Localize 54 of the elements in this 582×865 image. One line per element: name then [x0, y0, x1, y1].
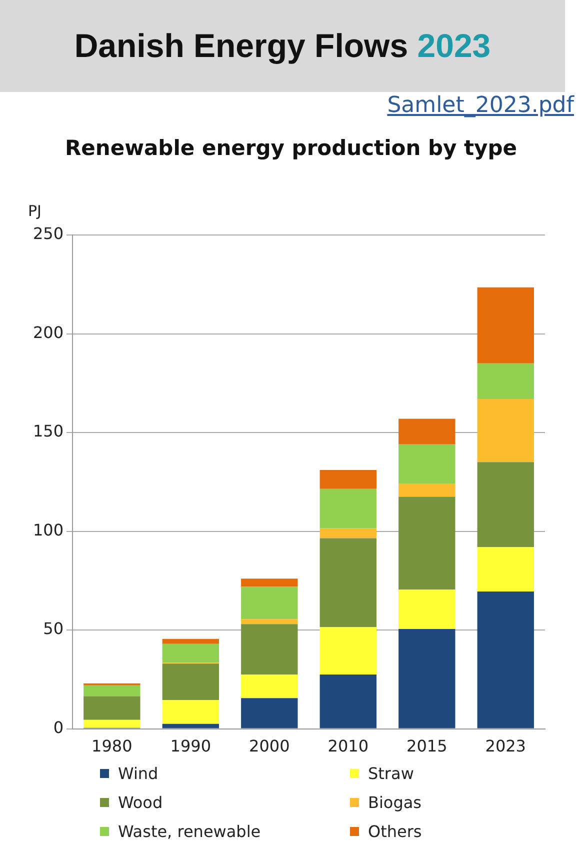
legend-label: Biogas [368, 793, 422, 812]
x-tick-label: 2000 [249, 736, 290, 756]
bar [477, 592, 534, 728]
x-tick-label: 2010 [328, 736, 368, 756]
bar [398, 418, 456, 444]
bar [477, 287, 534, 364]
bar [241, 624, 298, 674]
legend-label: Wood [118, 793, 163, 812]
bar [320, 488, 376, 528]
chart-subtitle: Renewable energy production by type [64, 136, 518, 160]
y-tick-label: 150 [32, 422, 64, 441]
bar [241, 578, 298, 587]
bar [241, 619, 298, 624]
y-tick-label: 250 [32, 224, 64, 244]
bar [320, 470, 376, 489]
bar [477, 547, 534, 592]
bar [320, 538, 376, 628]
y-axis-title: PJ [28, 202, 42, 220]
x-tick-label: 2015 [406, 736, 448, 756]
bar [241, 586, 298, 620]
text: Samlet_2023.pdf [387, 93, 574, 118]
legend-label: Wind [118, 764, 158, 783]
bar [241, 698, 298, 728]
bar [398, 484, 456, 497]
chart-title: Danish Energy Flows 2023 [0, 0, 565, 92]
bar [162, 638, 219, 644]
legend-label: Waste, renewable [118, 822, 261, 841]
bar [398, 629, 456, 728]
x-tick-label: 1980 [92, 736, 132, 756]
bar [162, 724, 219, 728]
bar [84, 720, 140, 728]
x-tick-label: 2023 [485, 736, 526, 756]
bar [398, 496, 456, 590]
legend-label: Others [368, 822, 422, 841]
legend-label: Straw [368, 764, 414, 783]
y-tick-label: 100 [32, 520, 64, 540]
bar [477, 363, 534, 399]
bar [241, 674, 298, 698]
bar [477, 462, 534, 548]
bar [162, 644, 219, 663]
bar [320, 674, 376, 728]
bar [398, 444, 456, 484]
bar [162, 664, 219, 700]
bar [84, 696, 140, 720]
y-tick-label: 200 [32, 322, 64, 342]
bar [398, 590, 456, 630]
bar [477, 398, 534, 462]
y-tick-label: 0 [53, 718, 64, 737]
y-tick-label: 50 [43, 619, 64, 638]
bar [162, 700, 219, 724]
x-tick-label: 1990 [170, 736, 212, 756]
bar [84, 685, 140, 696]
bar [320, 627, 376, 674]
bar [320, 528, 376, 538]
